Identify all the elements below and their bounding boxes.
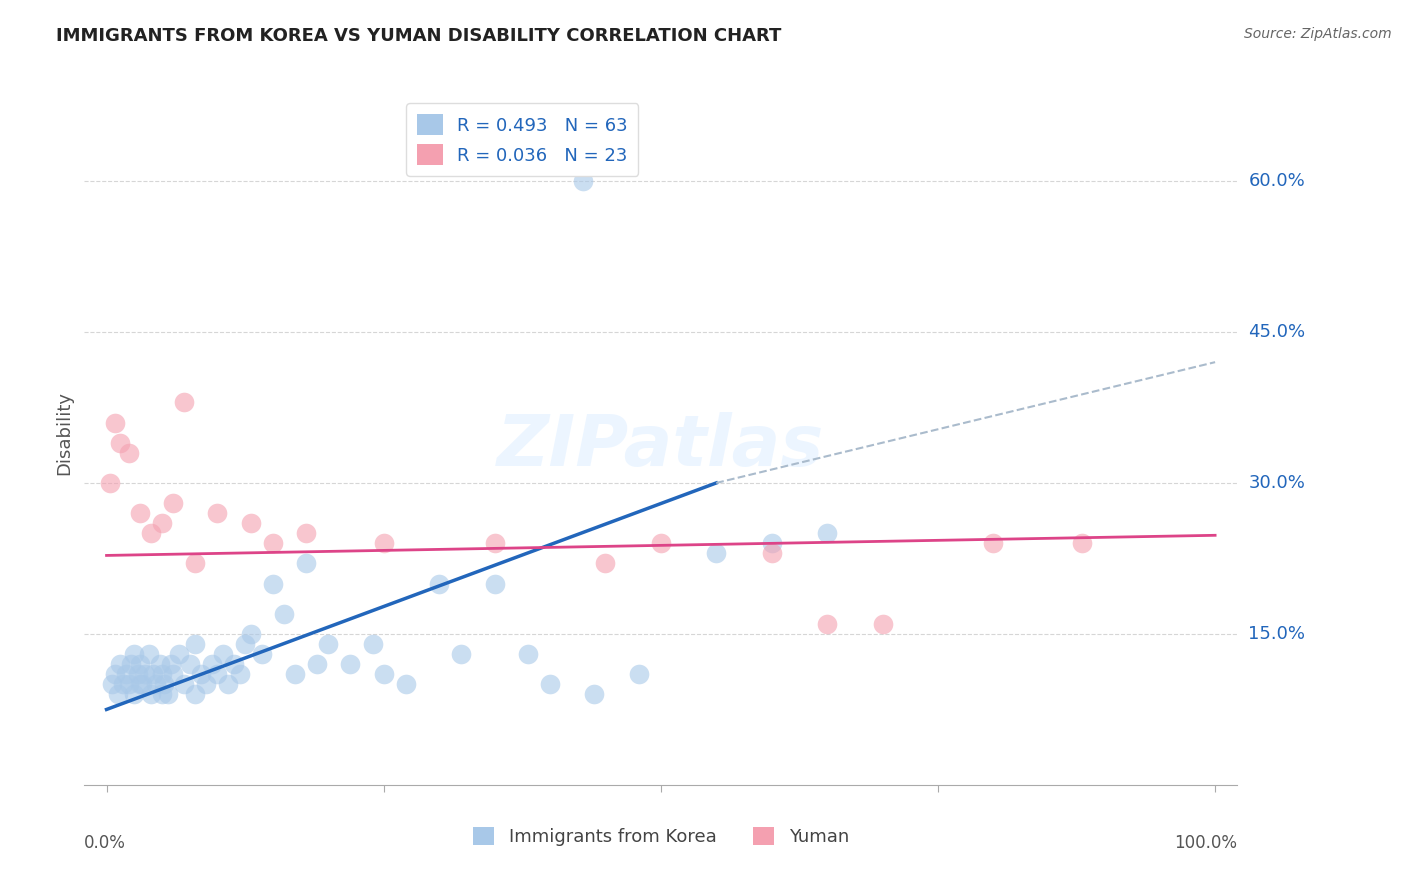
Point	[295, 526, 318, 541]
Point	[122, 687, 145, 701]
Point	[104, 416, 127, 430]
Point	[118, 677, 141, 691]
Point	[815, 526, 838, 541]
Point	[128, 677, 150, 691]
Point	[122, 647, 145, 661]
Point	[131, 677, 153, 691]
Point	[872, 616, 894, 631]
Point	[761, 536, 783, 550]
Point	[107, 687, 129, 701]
Text: 60.0%: 60.0%	[1249, 172, 1305, 190]
Point	[307, 657, 329, 672]
Point	[373, 667, 395, 681]
Point	[139, 687, 162, 701]
Legend: R = 0.493   N = 63, R = 0.036   N = 23: R = 0.493 N = 63, R = 0.036 N = 23	[406, 103, 638, 176]
Point	[98, 475, 121, 490]
Point	[262, 576, 284, 591]
Point	[156, 687, 179, 701]
Point	[284, 667, 307, 681]
Text: 15.0%: 15.0%	[1249, 625, 1305, 643]
Point	[761, 546, 783, 560]
Point	[239, 627, 262, 641]
Point	[339, 657, 361, 672]
Point	[538, 677, 561, 691]
Point	[138, 647, 160, 661]
Point	[101, 677, 124, 691]
Point	[104, 667, 127, 681]
Point	[145, 677, 167, 691]
Point	[815, 616, 838, 631]
Point	[983, 536, 1005, 550]
Point	[118, 446, 141, 460]
Point	[167, 647, 190, 661]
Point	[190, 667, 212, 681]
Point	[184, 687, 207, 701]
Point	[450, 647, 472, 661]
Point	[361, 637, 384, 651]
Point	[149, 657, 172, 672]
Point	[704, 546, 727, 560]
Point	[150, 687, 173, 701]
Point	[484, 576, 506, 591]
Text: 0.0%: 0.0%	[84, 834, 127, 852]
Point	[201, 657, 224, 672]
Point	[595, 557, 617, 571]
Point	[150, 667, 173, 681]
Point	[153, 677, 176, 691]
Point	[195, 677, 218, 691]
Point	[516, 647, 538, 661]
Point	[108, 435, 131, 450]
Point	[262, 536, 284, 550]
Point	[162, 667, 184, 681]
Point	[273, 607, 295, 621]
Point	[222, 657, 245, 672]
Y-axis label: Disability: Disability	[55, 391, 73, 475]
Point	[139, 526, 162, 541]
Point	[128, 657, 150, 672]
Text: IMMIGRANTS FROM KOREA VS YUMAN DISABILITY CORRELATION CHART: IMMIGRANTS FROM KOREA VS YUMAN DISABILIT…	[56, 27, 782, 45]
Text: Source: ZipAtlas.com: Source: ZipAtlas.com	[1244, 27, 1392, 41]
Point	[218, 677, 240, 691]
Text: 30.0%: 30.0%	[1249, 474, 1305, 492]
Point	[228, 667, 250, 681]
Point	[250, 647, 273, 661]
Point	[184, 557, 207, 571]
Point	[239, 516, 262, 531]
Point	[142, 667, 165, 681]
Point	[127, 667, 149, 681]
Point	[295, 557, 318, 571]
Point	[134, 667, 156, 681]
Point	[128, 506, 150, 520]
Point	[212, 647, 235, 661]
Text: 45.0%: 45.0%	[1249, 323, 1306, 341]
Point	[316, 637, 339, 651]
Point	[207, 667, 229, 681]
Point	[160, 657, 183, 672]
Point	[484, 536, 506, 550]
Point	[207, 506, 229, 520]
Point	[395, 677, 418, 691]
Point	[112, 677, 135, 691]
Text: 100.0%: 100.0%	[1174, 834, 1237, 852]
Point	[583, 687, 606, 701]
Point	[184, 637, 207, 651]
Point	[115, 667, 138, 681]
Point	[179, 657, 201, 672]
Point	[427, 576, 450, 591]
Point	[108, 657, 131, 672]
Point	[120, 657, 142, 672]
Point	[233, 637, 256, 651]
Point	[173, 395, 195, 409]
Point	[650, 536, 672, 550]
Point	[150, 516, 173, 531]
Point	[173, 677, 195, 691]
Point	[373, 536, 395, 550]
Point	[1071, 536, 1094, 550]
Point	[162, 496, 184, 510]
Point	[627, 667, 650, 681]
Text: ZIPatlas: ZIPatlas	[498, 412, 824, 481]
Point	[572, 174, 595, 188]
